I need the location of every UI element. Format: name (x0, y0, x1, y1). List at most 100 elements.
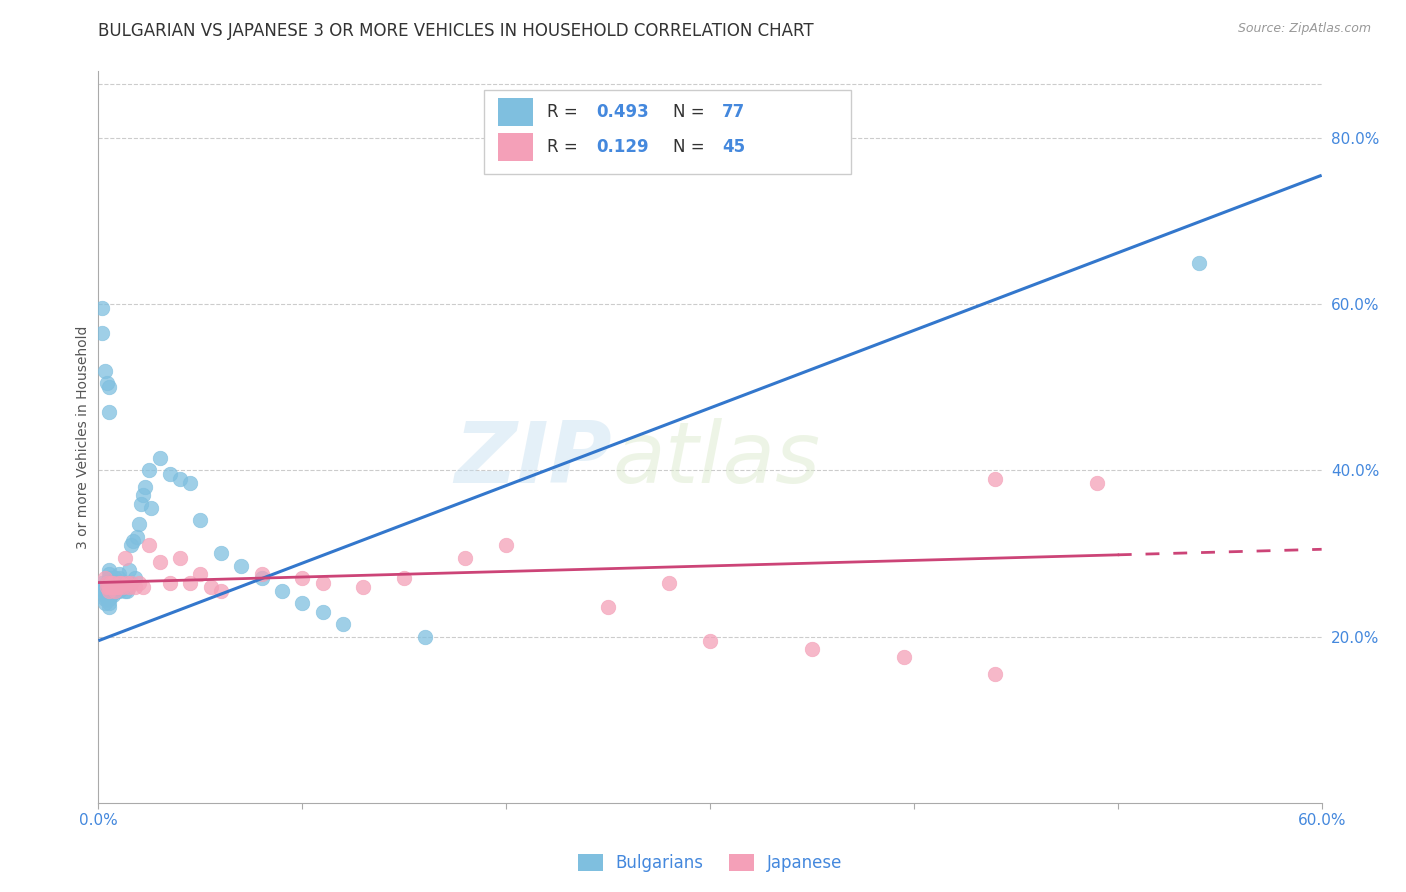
Text: 45: 45 (723, 137, 745, 156)
Point (658, 575, 681, 590)
FancyBboxPatch shape (484, 90, 851, 174)
Text: 0.129: 0.129 (596, 137, 650, 156)
Text: R =: R = (547, 137, 589, 156)
Point (141, 500, 163, 515)
Point (115, 583, 138, 598)
Point (120, 538, 142, 552)
Point (96, 580, 118, 594)
Point (97, 571, 120, 585)
Point (124, 580, 146, 594)
Y-axis label: 3 or more Vehicles in Household: 3 or more Vehicles in Household (76, 326, 90, 549)
Point (96, 592, 118, 607)
Point (169, 550, 191, 565)
Point (159, 467, 181, 482)
Point (91, 575, 114, 590)
Point (101, 583, 124, 598)
Point (93, 588, 115, 602)
Point (101, 580, 124, 594)
FancyBboxPatch shape (498, 133, 533, 161)
Text: N =: N = (673, 103, 710, 121)
Point (179, 475, 201, 490)
Point (128, 517, 150, 532)
Point (104, 583, 127, 598)
Point (101, 575, 124, 590)
Point (97, 596, 120, 610)
Point (312, 605, 335, 619)
Point (105, 580, 128, 594)
Point (291, 596, 314, 610)
Point (114, 575, 136, 590)
Point (108, 583, 131, 598)
Point (413, 630, 436, 644)
Text: R =: R = (547, 103, 583, 121)
Point (97, 405, 120, 419)
Point (105, 580, 128, 594)
Point (188, 513, 212, 527)
Point (699, 633, 721, 648)
Text: Source: ZipAtlas.com: Source: ZipAtlas.com (1237, 22, 1371, 36)
Point (97, 380, 120, 394)
Point (105, 583, 128, 598)
Point (209, 546, 232, 560)
Point (1085, 475, 1108, 490)
Point (96, 588, 118, 602)
Point (332, 617, 354, 632)
Point (101, 588, 124, 602)
Point (93, 592, 115, 607)
Point (159, 575, 181, 590)
Point (97, 592, 120, 607)
Point (101, 575, 124, 590)
Point (138, 463, 160, 477)
Point (104, 571, 127, 585)
Point (188, 567, 212, 582)
Point (454, 550, 477, 565)
Point (209, 583, 232, 598)
Point (801, 642, 824, 657)
Point (984, 667, 1007, 681)
Point (118, 563, 141, 577)
Point (96, 580, 118, 594)
Text: BULGARIAN VS JAPANESE 3 OR MORE VEHICLES IN HOUSEHOLD CORRELATION CHART: BULGARIAN VS JAPANESE 3 OR MORE VEHICLES… (98, 22, 814, 40)
Point (495, 538, 517, 552)
Point (100, 580, 122, 594)
Point (100, 583, 122, 598)
Point (93, 571, 115, 585)
Point (291, 571, 314, 585)
Point (96, 376, 118, 390)
Point (93, 596, 115, 610)
Text: atlas: atlas (612, 417, 820, 500)
Text: 77: 77 (723, 103, 745, 121)
Point (100, 575, 122, 590)
Point (312, 575, 335, 590)
Point (250, 567, 273, 582)
Point (91, 326, 114, 341)
Point (91, 583, 114, 598)
Point (124, 571, 146, 585)
Point (114, 550, 136, 565)
Point (111, 580, 134, 594)
Point (352, 580, 374, 594)
Point (392, 571, 416, 585)
Point (96, 575, 118, 590)
Point (110, 575, 132, 590)
Point (134, 480, 156, 494)
Text: ZIP: ZIP (454, 417, 612, 500)
Point (149, 555, 172, 569)
Point (598, 600, 620, 615)
Point (111, 582, 134, 596)
Point (101, 580, 124, 594)
Point (91, 301, 114, 316)
Text: N =: N = (673, 137, 710, 156)
Point (128, 575, 150, 590)
Point (149, 450, 172, 465)
Point (108, 575, 131, 590)
Point (114, 583, 136, 598)
Point (110, 575, 132, 590)
Point (110, 580, 132, 594)
Point (115, 575, 138, 590)
Point (893, 650, 915, 665)
Point (97, 563, 120, 577)
Point (96, 575, 118, 590)
Point (97, 583, 120, 598)
Point (104, 575, 127, 590)
